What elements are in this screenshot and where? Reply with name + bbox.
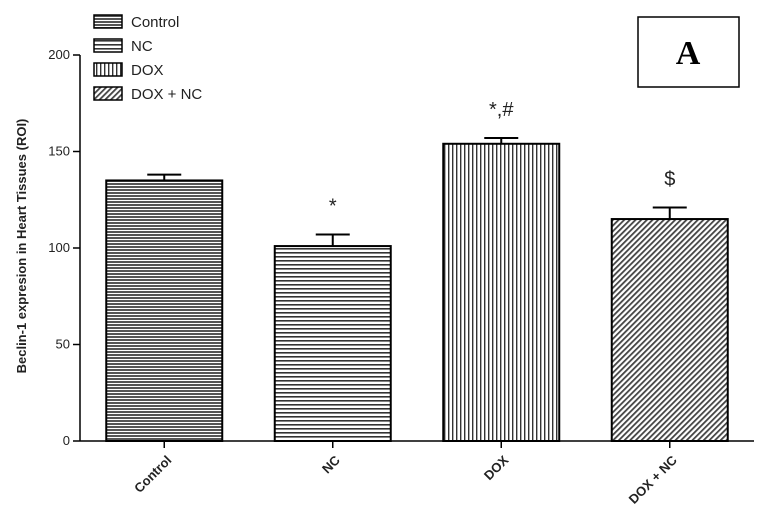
bar-dox	[442, 142, 561, 442]
x-tick-label: DOX + NC	[626, 452, 681, 507]
y-tick-label: 200	[48, 47, 70, 62]
legend: Control NC DOX DOX + NC	[93, 14, 202, 103]
y-tick-label: 100	[48, 240, 70, 255]
legend-swatch	[93, 86, 123, 101]
bar-control	[105, 179, 224, 442]
bars	[105, 142, 729, 442]
legend-swatch	[93, 38, 123, 53]
y-tick-label: 50	[56, 337, 70, 352]
bar-nc	[273, 245, 392, 442]
significance-mark: *,#	[489, 99, 514, 121]
legend-label: DOX	[131, 62, 164, 79]
y-ticks: 0 50 100 150 200	[48, 47, 80, 448]
legend-swatch	[93, 14, 123, 29]
panel-label: A	[676, 35, 701, 72]
y-tick-label: 0	[63, 433, 70, 448]
x-ticks: Control NC DOX DOX + NC	[131, 441, 680, 507]
panel-label-box: A	[637, 16, 740, 88]
significance-mark: *	[329, 195, 337, 217]
legend-label: DOX + NC	[131, 86, 202, 103]
x-tick-label: NC	[319, 452, 343, 476]
bar-dox-nc	[610, 218, 729, 442]
error-bars	[147, 136, 687, 247]
y-axis-label: Beclin-1 expresion in Heart Tissues (ROI…	[14, 119, 29, 374]
y-tick-label: 150	[48, 144, 70, 159]
legend-swatch	[93, 62, 123, 77]
legend-label: Control	[131, 14, 179, 31]
x-tick-label: DOX	[481, 452, 512, 483]
x-tick-label: Control	[131, 453, 174, 496]
legend-label: NC	[131, 38, 153, 55]
significance-annotations: * *,# $	[329, 99, 675, 218]
significance-mark: $	[664, 168, 675, 190]
